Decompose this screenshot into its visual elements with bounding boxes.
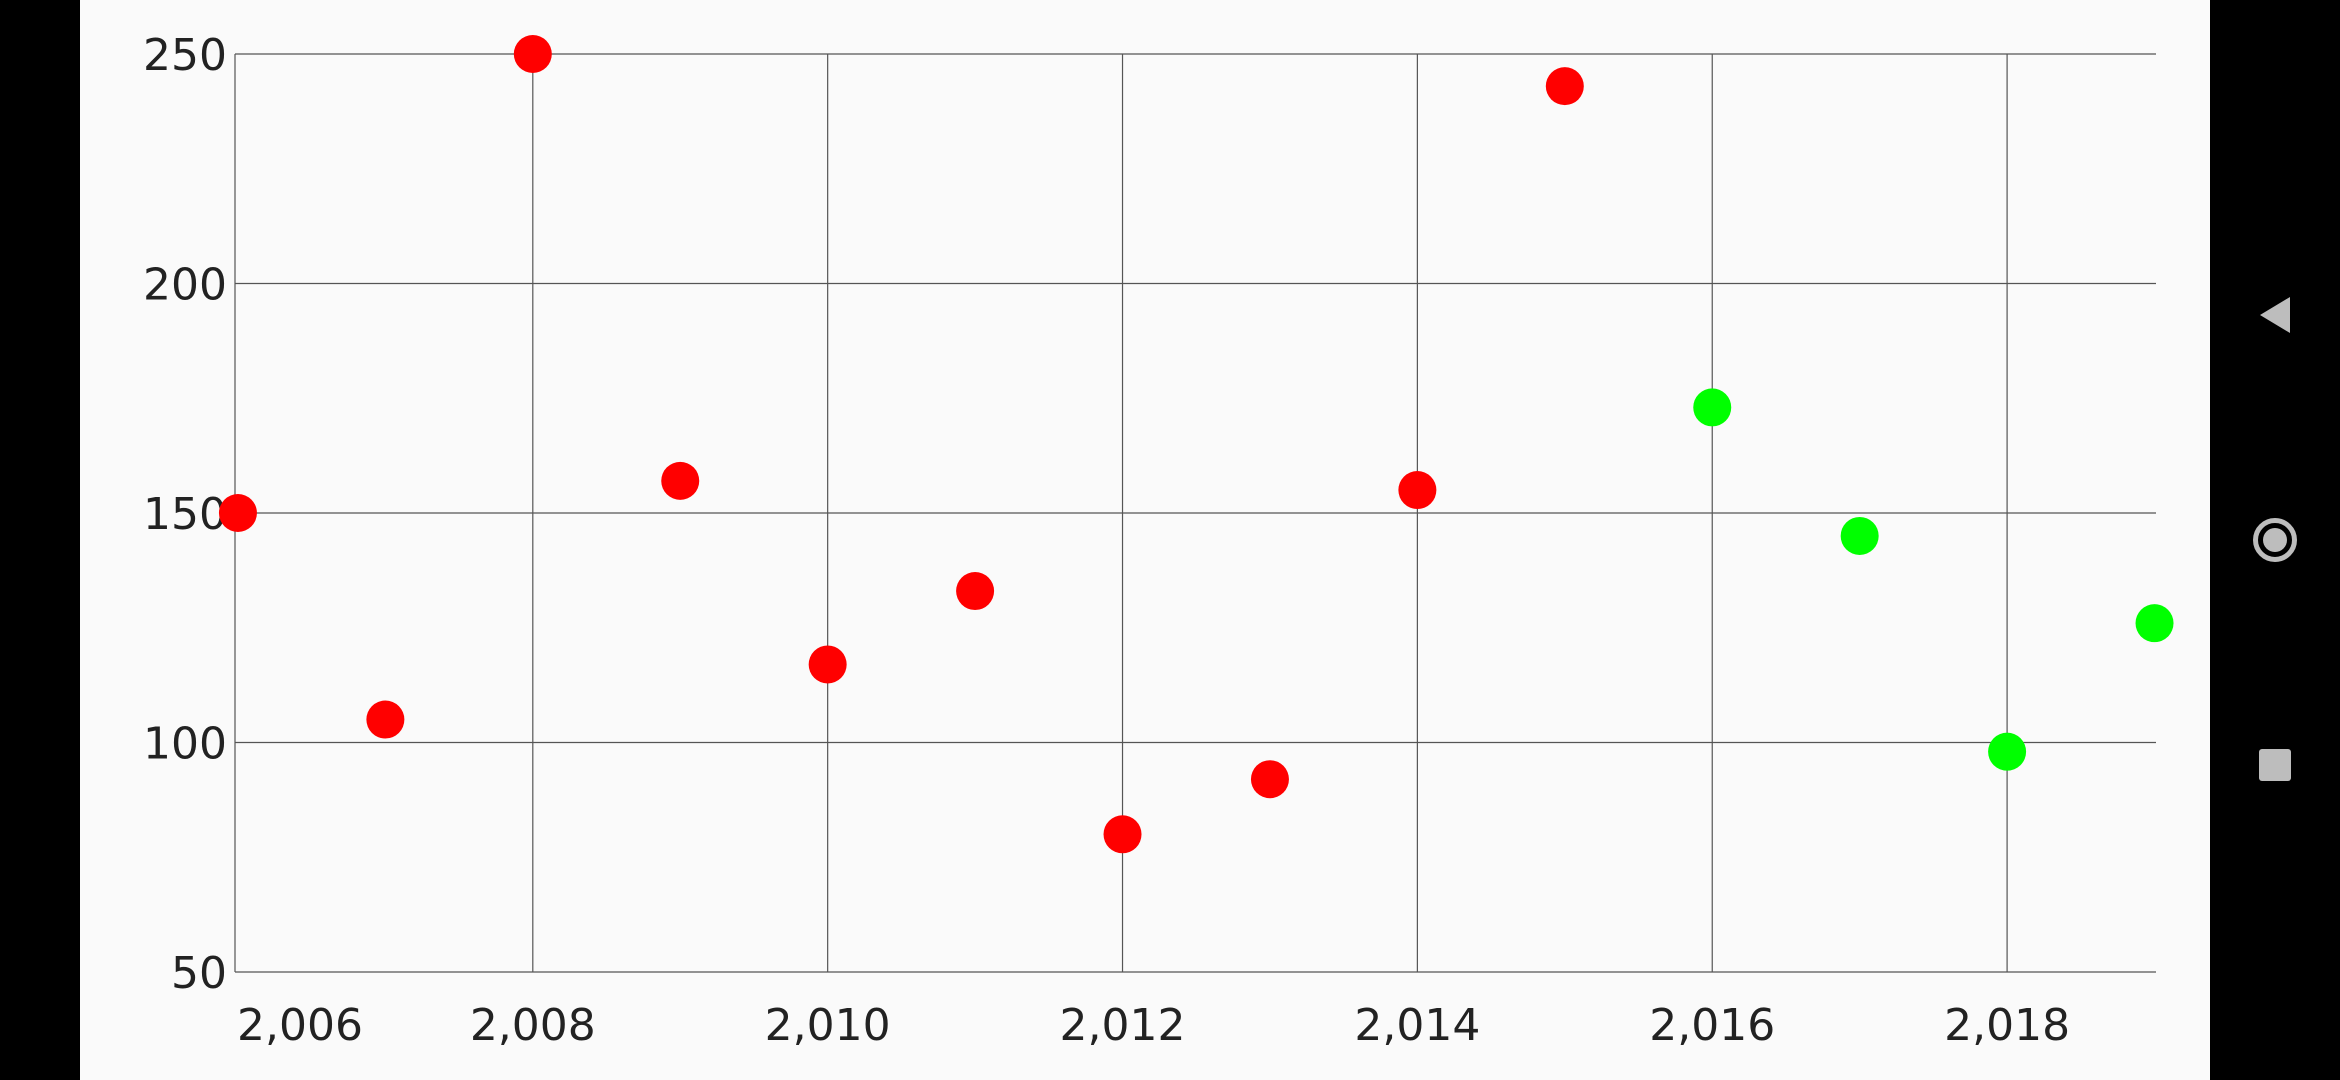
point-layer: [218, 35, 2174, 854]
x-tick-label: 2,012: [1060, 1000, 1186, 1051]
chart-panel: 50 100 150 200 250 2,006 2,008 2,010 2,012 2,014 2…: [80, 0, 2210, 1080]
data-point: [808, 645, 847, 684]
x-tick-label: 2,014: [1354, 1000, 1480, 1051]
back-icon: [2260, 297, 2290, 333]
data-point: [1545, 67, 1584, 106]
data-point: [218, 494, 257, 532]
x-tick-label: 2,016: [1649, 1000, 1775, 1051]
data-point: [1988, 732, 2027, 771]
recents-icon: [2259, 749, 2291, 781]
data-point: [1398, 471, 1437, 510]
x-tick-label: 2,008: [470, 1000, 596, 1051]
recents-button[interactable]: [2210, 700, 2340, 830]
data-point: [956, 572, 995, 611]
x-tick-label: 2,010: [765, 1000, 891, 1051]
y-tick-label: 250: [143, 30, 227, 81]
home-icon: [2253, 518, 2297, 562]
y-tick-label: 150: [143, 489, 227, 540]
y-tick-label: 50: [171, 948, 227, 999]
data-point: [366, 700, 405, 739]
y-tick-label: 200: [143, 260, 227, 311]
data-point: [1103, 815, 1142, 854]
data-point: [2135, 604, 2174, 643]
navigation-bar: [2210, 0, 2340, 1080]
data-point: [1840, 516, 1879, 555]
y-tick-label: 100: [143, 719, 227, 770]
data-point: [1693, 388, 1732, 427]
data-point: [513, 35, 552, 73]
x-tick-label: 2,006: [237, 1000, 363, 1051]
tick-layer: 50 100 150 200 250 2,006 2,008 2,010 2,012 2,014 2…: [143, 30, 2070, 1051]
x-tick-label: 2,018: [1944, 1000, 2070, 1051]
home-button[interactable]: [2210, 475, 2340, 605]
grid-layer: [234, 53, 2156, 973]
back-button[interactable]: [2210, 250, 2340, 380]
data-point: [1250, 760, 1289, 799]
scatter-chart: 50 100 150 200 250 2,006 2,008 2,010 2,012 2,014 2…: [143, 30, 2174, 1051]
data-point: [661, 461, 700, 500]
